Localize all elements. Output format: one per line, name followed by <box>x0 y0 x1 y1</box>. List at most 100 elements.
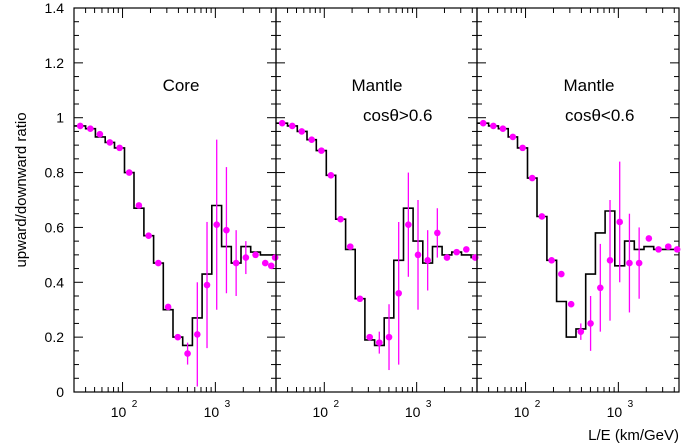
data-point <box>616 218 624 226</box>
data-point <box>385 333 393 341</box>
data-point <box>288 122 296 130</box>
data-point <box>405 221 412 228</box>
x-tick-label: 10 <box>111 404 127 420</box>
data-point <box>356 295 364 303</box>
data-point <box>479 119 487 127</box>
data-point <box>106 139 114 146</box>
data-point <box>232 259 240 267</box>
data-point <box>655 246 662 253</box>
plot-frame <box>73 7 277 393</box>
data-point <box>194 331 201 338</box>
step-histogram <box>74 125 276 347</box>
x-tick-label: 10 <box>204 404 220 420</box>
data-point <box>587 320 594 327</box>
data-point <box>271 254 279 261</box>
panel-3: 10 2 10 3 Mantle cosθ<0.6 L/E (km/GeV) <box>476 7 681 444</box>
data-point <box>395 289 402 297</box>
panel-annotation: cosθ<0.6 <box>565 106 634 125</box>
data-point <box>434 229 441 237</box>
data-point <box>87 125 94 132</box>
data-point <box>490 122 497 130</box>
panel-2: 10 2 10 3 Mantle cosθ>0.6 <box>275 7 479 420</box>
data-point <box>242 254 250 261</box>
data-point <box>424 257 431 264</box>
x-tick-label: 10 <box>405 404 421 420</box>
data-point <box>76 122 84 130</box>
data-point <box>145 232 152 239</box>
data-point <box>635 259 643 267</box>
data-point <box>499 125 507 132</box>
data-point <box>463 246 470 253</box>
plot-frame <box>275 7 478 393</box>
data-point <box>443 254 451 261</box>
data-point <box>252 251 259 259</box>
data-point <box>606 257 614 264</box>
y-tick-label: 0 <box>56 384 64 400</box>
x-tick-label-exponent: 2 <box>535 399 541 410</box>
data-point <box>538 213 546 220</box>
data-point <box>213 221 221 228</box>
step-histogram <box>477 122 679 338</box>
data-point <box>96 130 104 138</box>
data-point <box>577 328 585 335</box>
y-tick-label: 0.6 <box>45 219 65 235</box>
data-point <box>174 333 182 341</box>
data-point <box>203 281 211 289</box>
data-point <box>135 202 143 209</box>
data-point <box>116 144 123 152</box>
panel-annotation: Core <box>163 76 200 95</box>
data-point <box>673 246 681 253</box>
data-point <box>376 339 383 346</box>
x-tick-label-exponent: 3 <box>628 399 634 410</box>
y-axis-label: upward/downward ratio <box>13 112 30 267</box>
data-point <box>278 119 286 127</box>
panel-annotation: Mantle <box>563 76 614 95</box>
data-point <box>414 251 422 259</box>
x-tick-label-exponent: 2 <box>334 399 340 410</box>
data-point <box>567 300 575 308</box>
x-tick-label: 10 <box>607 404 623 420</box>
y-tick-label: 1.4 <box>45 0 65 16</box>
data-point <box>366 333 373 341</box>
x-tick-label-exponent: 2 <box>132 399 138 410</box>
x-tick-label: 10 <box>313 404 329 420</box>
data-point <box>308 136 315 143</box>
data-point <box>558 270 565 278</box>
y-tick-label: 1.2 <box>45 55 65 71</box>
chart-area: 0 0.2 0.4 0.6 0.8 1 1.2 1.4 10 2 10 3 Core upward/dow… <box>13 0 681 444</box>
step-histogram <box>276 122 477 347</box>
data-point <box>548 257 555 264</box>
y-tick-label: 0.8 <box>45 165 65 181</box>
data-point <box>318 147 325 154</box>
panel-annotation: cosθ>0.6 <box>363 106 432 125</box>
data-point <box>664 243 672 250</box>
data-point <box>626 259 633 267</box>
data-point <box>261 259 269 267</box>
plot-frame <box>476 7 680 393</box>
x-tick-label-exponent: 3 <box>426 399 432 410</box>
panel-1: 0 0.2 0.4 0.6 0.8 1 1.2 1.4 10 2 10 3 Core upward/dow… <box>13 0 279 420</box>
data-point <box>184 350 191 357</box>
data-point <box>223 226 230 234</box>
data-point <box>164 303 172 311</box>
x-tick-label-exponent: 3 <box>225 399 231 410</box>
panel-annotation: Mantle <box>351 76 402 95</box>
data-point <box>267 262 275 270</box>
data-point <box>509 133 517 141</box>
data-point <box>519 144 526 152</box>
data-point <box>453 248 460 256</box>
y-tick-label: 0.4 <box>45 274 65 290</box>
x-axis-label: L/E (km/GeV) <box>588 427 679 444</box>
y-tick-label: 1 <box>56 110 64 126</box>
y-tick-label: 0.2 <box>45 329 65 345</box>
data-point <box>528 174 536 182</box>
data-point <box>327 172 335 179</box>
data-point <box>337 215 344 223</box>
data-point <box>155 259 162 267</box>
data-point <box>645 235 653 242</box>
data-point <box>125 169 133 176</box>
data-point <box>298 128 306 135</box>
data-point <box>597 284 604 292</box>
x-tick-label: 10 <box>514 404 530 420</box>
